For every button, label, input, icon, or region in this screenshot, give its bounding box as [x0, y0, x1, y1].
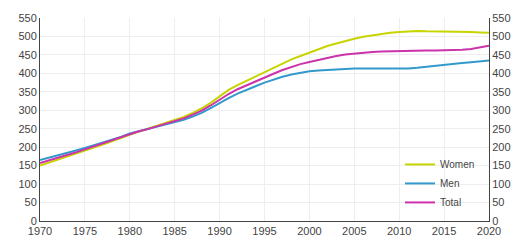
- svg-text:1975: 1975: [73, 225, 97, 237]
- svg-text:400: 400: [18, 67, 36, 79]
- svg-text:300: 300: [492, 104, 510, 116]
- svg-text:400: 400: [492, 67, 510, 79]
- svg-text:1990: 1990: [207, 225, 231, 237]
- svg-text:350: 350: [492, 86, 510, 98]
- svg-text:1970: 1970: [28, 225, 52, 237]
- svg-text:2020: 2020: [477, 225, 501, 237]
- svg-text:150: 150: [18, 159, 36, 171]
- svg-text:2015: 2015: [432, 225, 456, 237]
- svg-text:Women: Women: [440, 159, 474, 170]
- svg-text:200: 200: [492, 141, 510, 153]
- svg-text:350: 350: [18, 86, 36, 98]
- svg-text:100: 100: [492, 178, 510, 190]
- svg-text:100: 100: [18, 178, 36, 190]
- svg-text:300: 300: [18, 104, 36, 116]
- svg-text:250: 250: [18, 123, 36, 135]
- svg-text:1980: 1980: [118, 225, 142, 237]
- svg-text:450: 450: [492, 49, 510, 61]
- svg-text:50: 50: [492, 196, 504, 208]
- svg-text:450: 450: [18, 49, 36, 61]
- svg-text:Men: Men: [440, 178, 459, 189]
- svg-text:2000: 2000: [297, 225, 321, 237]
- svg-text:1985: 1985: [162, 225, 186, 237]
- svg-text:2010: 2010: [387, 225, 411, 237]
- svg-text:2005: 2005: [342, 225, 366, 237]
- svg-text:550: 550: [18, 12, 36, 24]
- svg-text:0: 0: [31, 215, 37, 227]
- svg-text:250: 250: [492, 123, 510, 135]
- svg-text:500: 500: [18, 30, 36, 42]
- svg-text:550: 550: [492, 12, 510, 24]
- svg-text:0: 0: [492, 215, 498, 227]
- svg-text:1995: 1995: [252, 225, 276, 237]
- svg-text:Total: Total: [440, 197, 461, 208]
- svg-text:200: 200: [18, 141, 36, 153]
- svg-text:500: 500: [492, 30, 510, 42]
- svg-text:150: 150: [492, 159, 510, 171]
- svg-text:50: 50: [25, 196, 37, 208]
